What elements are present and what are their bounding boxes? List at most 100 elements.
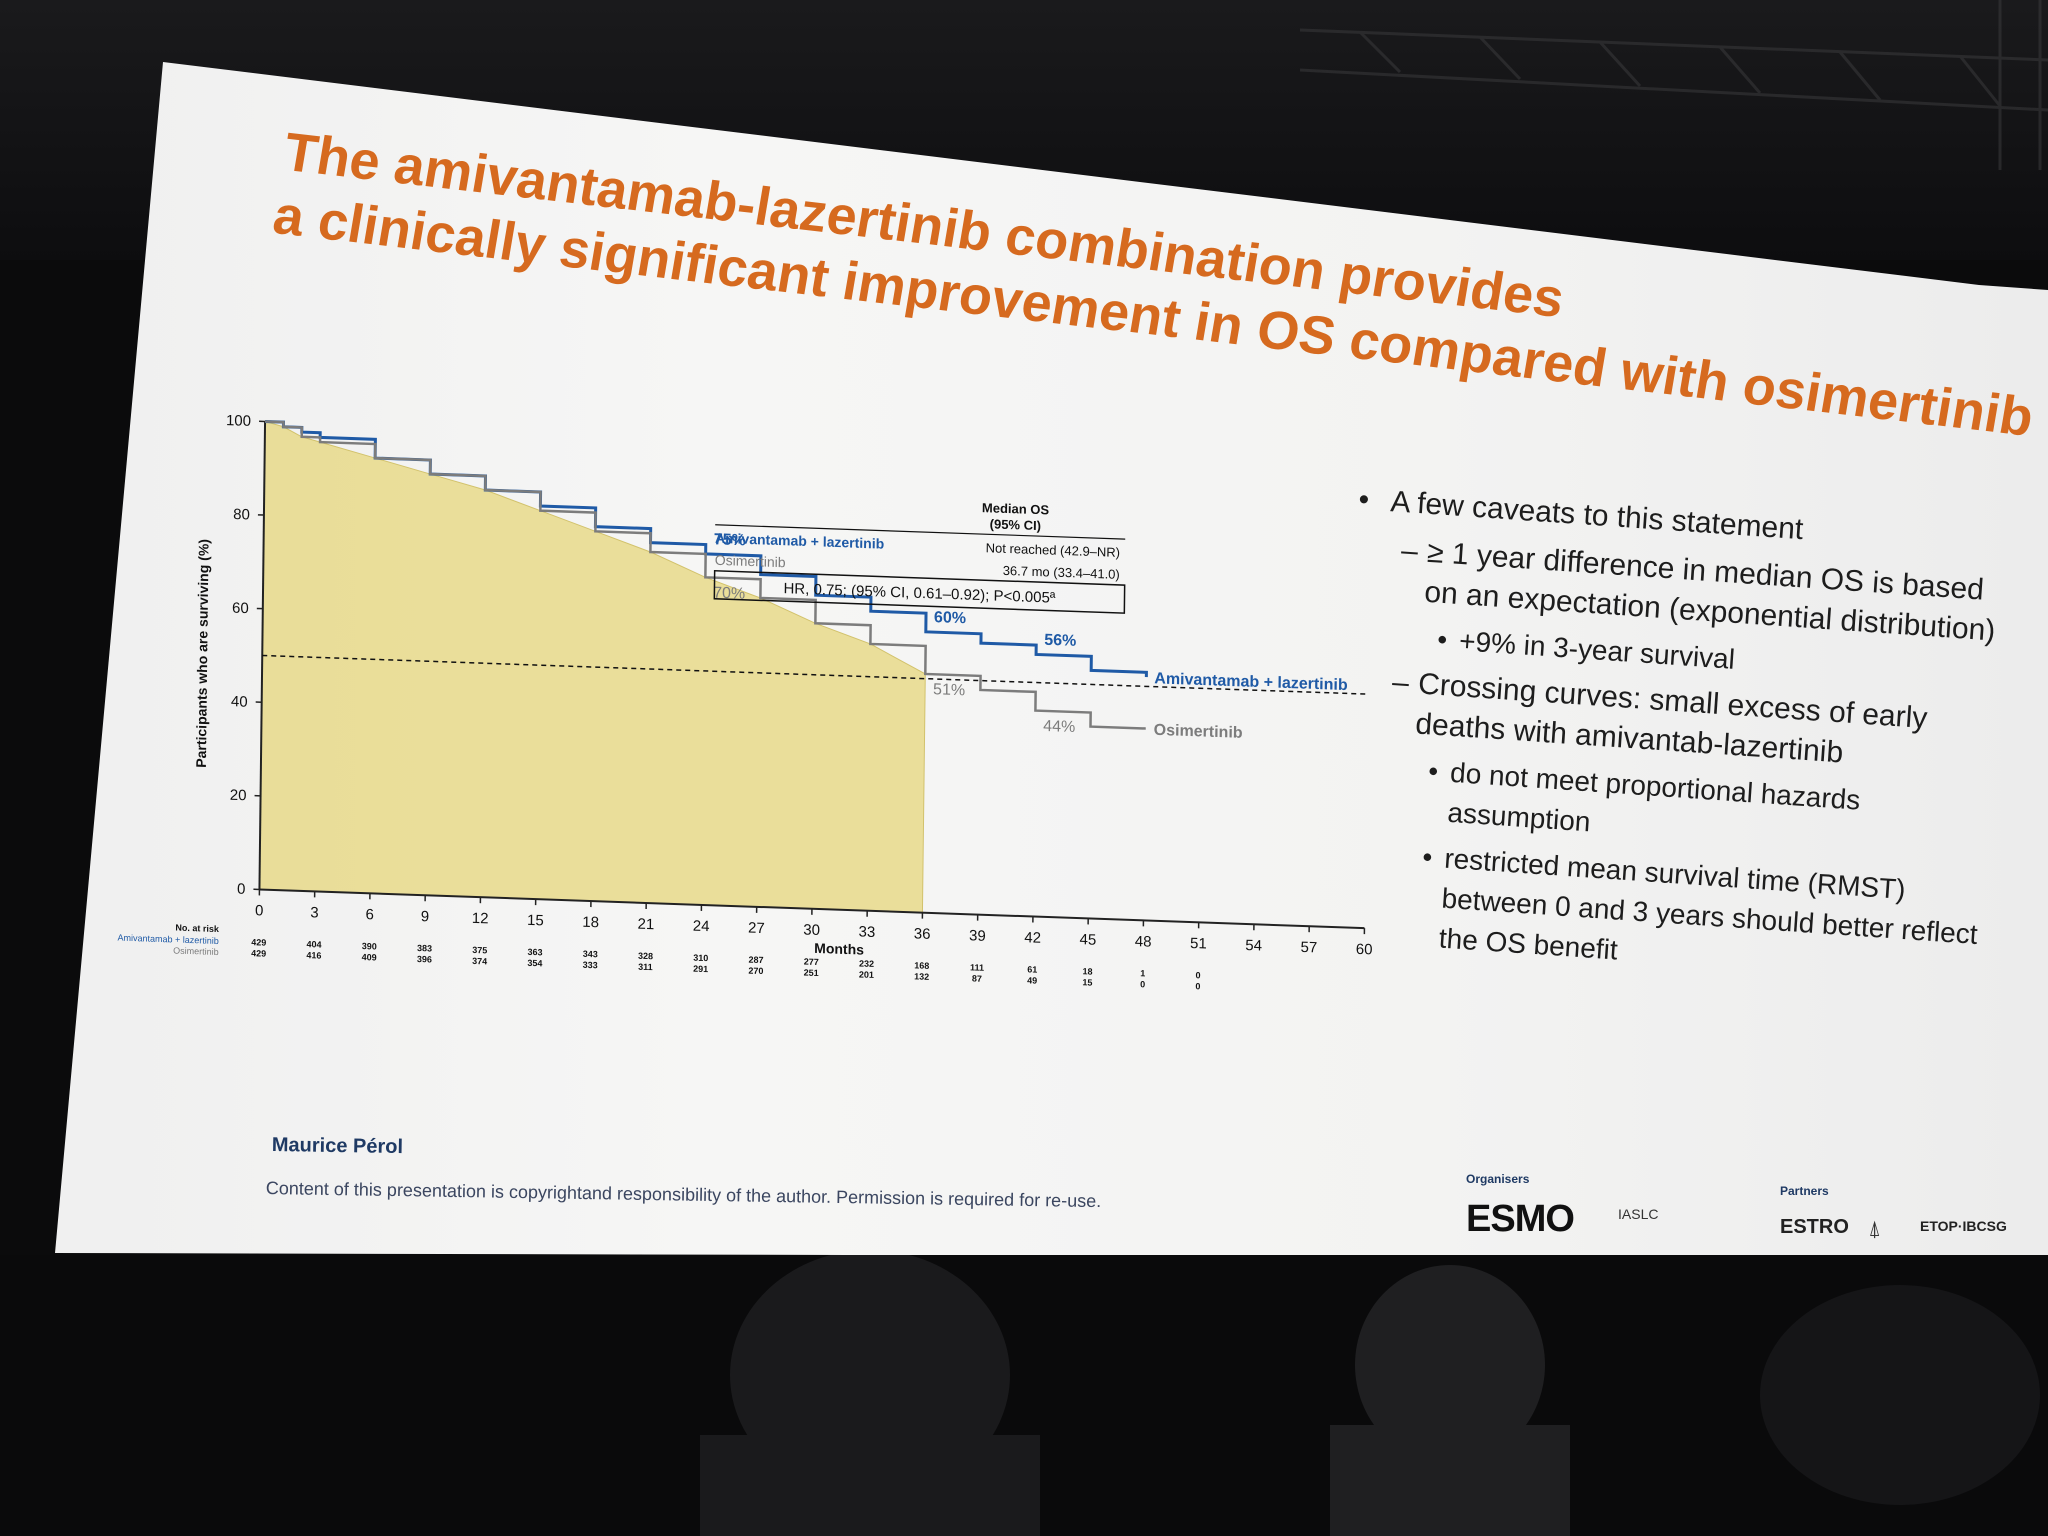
- author-name: Maurice Pérol: [271, 1134, 404, 1159]
- x-axis-label: Months: [814, 940, 864, 958]
- at-risk-value: 0: [1195, 970, 1200, 980]
- at-risk-value: 61: [1027, 964, 1037, 974]
- x-tick-label: 51: [1190, 935, 1207, 953]
- at-risk-value: 390: [362, 941, 377, 952]
- legend-row-name: Osimertinib: [715, 552, 786, 570]
- x-tick-label: 27: [748, 920, 765, 938]
- at-risk-value: 168: [914, 960, 929, 971]
- x-tick-label: 48: [1135, 933, 1152, 951]
- series-end-label: Osimertinib: [1154, 722, 1243, 742]
- at-risk-value: 201: [859, 969, 874, 980]
- at-risk-value: 15: [1082, 977, 1092, 987]
- at-risk-value: 328: [638, 951, 653, 962]
- y-tick-label: 80: [233, 506, 250, 524]
- hr-box: [713, 569, 1126, 614]
- legend-header: Median OS: [982, 500, 1050, 517]
- survival-annotation: 44%: [1043, 718, 1075, 736]
- at-risk-value: 0: [1140, 979, 1145, 989]
- legend-row-value: 36.7 mo (33.4–41.0): [1003, 563, 1120, 582]
- at-risk-value: 375: [472, 945, 487, 956]
- y-tick-label: 0: [237, 881, 246, 898]
- at-risk-value: 404: [306, 939, 321, 950]
- at-risk-value: 270: [748, 966, 763, 977]
- caveat-bullets: A few caveats to this statement –≥ 1 yea…: [1328, 480, 2019, 996]
- at-risk-value: 0: [1195, 981, 1200, 991]
- at-risk-value: 333: [583, 960, 598, 971]
- at-risk-value: 49: [1027, 975, 1037, 985]
- legend-row-value: Not reached (42.9–NR): [986, 540, 1121, 560]
- y-tick-label: 60: [232, 600, 249, 618]
- at-risk-value: 287: [748, 955, 763, 966]
- at-risk-value: 354: [527, 958, 542, 969]
- at-risk-value: 251: [804, 968, 819, 979]
- y-tick-label: 20: [230, 787, 247, 805]
- at-risk-row-name: Osimertinib: [173, 945, 219, 957]
- at-risk-value: 232: [859, 958, 874, 969]
- at-risk-value: 429: [251, 948, 266, 959]
- organisers-label: Organisers: [1466, 1172, 1530, 1186]
- at-risk-value: 277: [804, 957, 819, 968]
- y-tick-label: 100: [226, 412, 251, 430]
- at-risk-value: 416: [306, 950, 321, 961]
- x-tick-label: 6: [365, 906, 374, 923]
- survival-annotation: 70%: [713, 585, 745, 603]
- at-risk-value: 383: [417, 943, 432, 954]
- at-risk-value: 291: [693, 964, 708, 975]
- at-risk-value: 343: [583, 949, 598, 960]
- y-axis-label: Participants who are surviving (%): [193, 539, 212, 768]
- legend-row-name: Amivantamab + lazertinib: [715, 530, 884, 552]
- x-tick-label: 45: [1079, 931, 1096, 949]
- at-risk-value: 1: [1140, 968, 1145, 978]
- x-tick-label: 39: [969, 927, 986, 945]
- at-risk-value: 311: [638, 962, 653, 973]
- legend-rule: [715, 524, 1126, 540]
- at-risk-value: 310: [693, 953, 708, 964]
- x-tick-label: 9: [421, 908, 430, 925]
- at-risk-value: 363: [527, 947, 542, 958]
- partner-emblem-icon: ⍋: [1868, 1216, 1882, 1241]
- series-end-label: Amivantamab + lazertinib: [1154, 670, 1348, 694]
- iaslc-logo: IASLC: [1618, 1206, 1659, 1222]
- x-tick-label: 21: [637, 916, 654, 934]
- survival-annotation: 60%: [934, 609, 966, 627]
- ceiling-truss: [1300, 0, 2048, 170]
- at-risk-label: No. at risk: [175, 923, 220, 935]
- rmst-shaded-region: [258, 420, 926, 914]
- survival-annotation: 51%: [933, 681, 965, 699]
- osimertinib-curve: [265, 420, 1146, 730]
- x-tick-label: 60: [1356, 941, 1373, 959]
- esmo-logo: ESMO: [1466, 1198, 1575, 1240]
- audience-silhouettes: [0, 1255, 2048, 1536]
- median-reference-line: [262, 654, 1368, 695]
- at-risk-value: 409: [362, 952, 377, 963]
- x-tick-label: 12: [472, 910, 489, 928]
- survival-annotation: 75%: [714, 531, 746, 549]
- x-tick-label: 30: [803, 922, 820, 940]
- x-tick-label: 36: [914, 925, 931, 943]
- legend-header-ci: (95% CI): [990, 516, 1041, 533]
- at-risk-value: 111: [970, 962, 984, 972]
- y-tick-label: 40: [231, 693, 248, 711]
- at-risk-value: 374: [472, 956, 487, 967]
- x-tick-label: 18: [582, 914, 599, 932]
- at-risk-row-name: Amivantamab + lazertinib: [117, 933, 218, 947]
- x-tick-label: 33: [858, 923, 875, 941]
- x-tick-label: 57: [1300, 939, 1317, 957]
- x-tick-label: 42: [1024, 929, 1041, 947]
- x-tick-label: 3: [310, 904, 319, 921]
- x-tick-label: 15: [527, 912, 544, 930]
- sponsor-logos: Organisers Partners ESMO IASLC ESTRO ⍋ E…: [1460, 1172, 2020, 1252]
- etop-logo: ETOP·IBCSG: [1920, 1218, 2007, 1234]
- partners-label: Partners: [1780, 1184, 1829, 1198]
- survival-annotation: 56%: [1044, 632, 1076, 650]
- x-tick-label: 54: [1245, 937, 1262, 955]
- at-risk-value: 132: [914, 971, 929, 982]
- at-risk-value: 18: [1082, 966, 1092, 976]
- x-tick-label: 0: [255, 902, 264, 919]
- at-risk-value: 87: [972, 973, 982, 983]
- bullet-dash-1-sub-text: +9% in 3-year survival: [1458, 625, 1736, 675]
- x-tick-label: 24: [693, 918, 710, 936]
- at-risk-value: 396: [417, 954, 432, 965]
